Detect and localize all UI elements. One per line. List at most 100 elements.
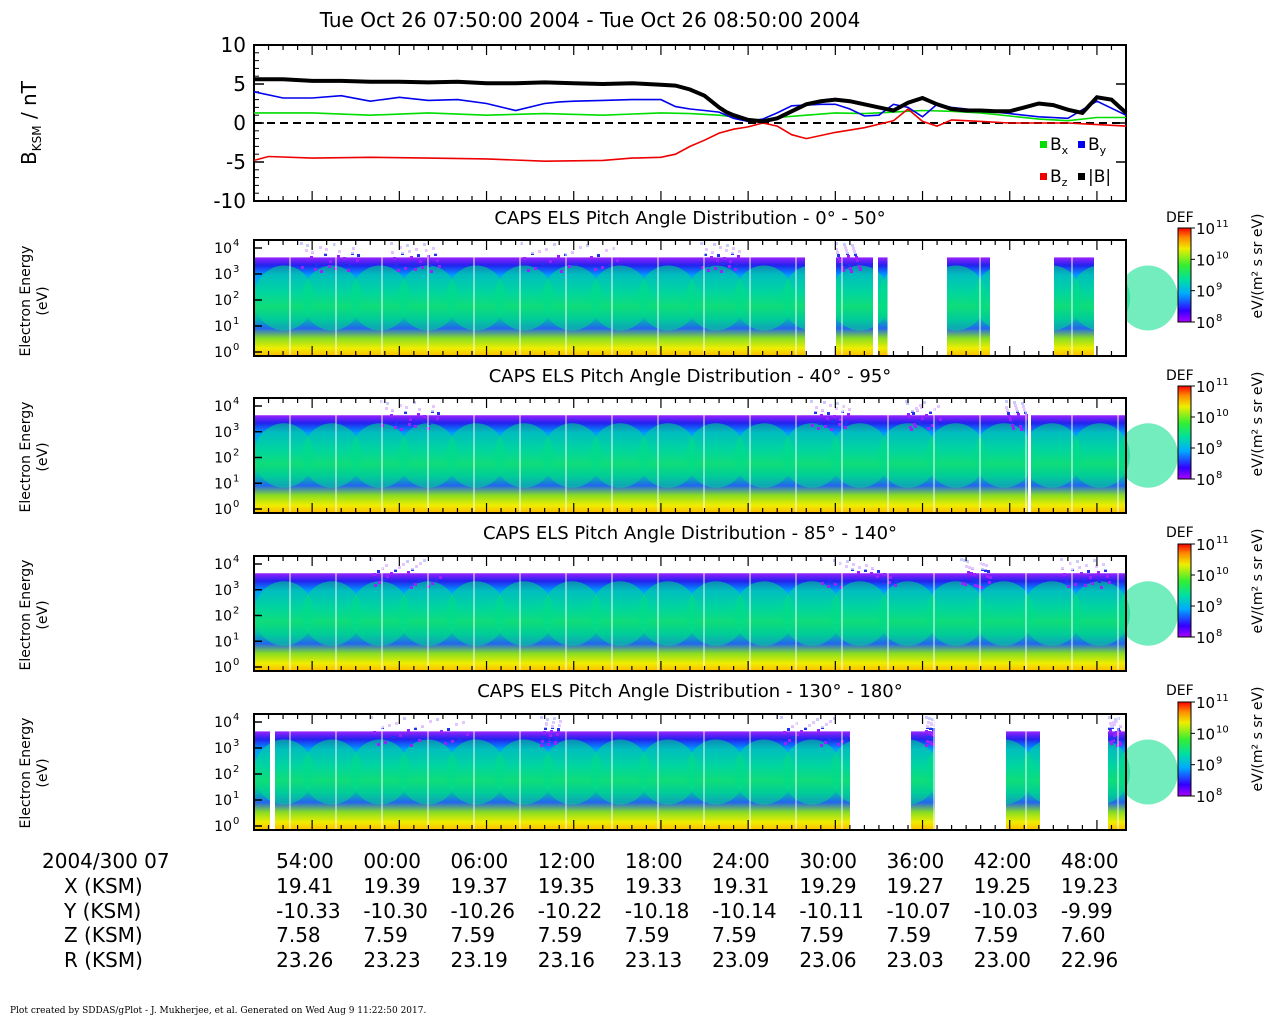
- spectrogram-speckle: [437, 412, 440, 415]
- colorbar-tick-label: 10: [1196, 378, 1215, 396]
- spectrogram-speckle: [918, 422, 921, 425]
- colorbar-tick-exp: 9: [1216, 597, 1222, 608]
- spectrogram-speckle: [847, 255, 850, 258]
- ephemeris-value: 7.59: [537, 923, 583, 947]
- energy-ytick-exp: 2: [233, 606, 239, 617]
- spectrogram-speckle: [925, 414, 928, 417]
- energy-ytick-label: 10: [214, 557, 232, 573]
- spectrogram-speckle: [925, 730, 928, 733]
- spectrogram-speckle: [557, 255, 560, 258]
- spectrogram-blob: [590, 739, 650, 805]
- energy-ytick-label: 10: [214, 476, 232, 492]
- spectrogram-speckle: [909, 426, 912, 429]
- spectrogram-speckle: [707, 269, 710, 272]
- spectrogram-blob: [446, 739, 506, 805]
- spectrogram-speckle: [792, 736, 795, 739]
- spectrogram-speckle: [555, 737, 558, 740]
- spectrogram-speckle: [400, 428, 403, 431]
- spectrogram-speckle: [428, 422, 431, 425]
- spectrogram-speckle: [390, 414, 393, 417]
- spectrogram-blob: [1070, 581, 1130, 646]
- energy-ytick-exp: 3: [233, 580, 239, 591]
- energy-ytick-label: 10: [214, 293, 232, 309]
- data-gap: [888, 240, 947, 356]
- spectrogram-speckle: [418, 739, 421, 742]
- spectrogram-speckle: [704, 253, 707, 256]
- spectrogram-speckle: [301, 266, 304, 269]
- series-bz-line: [253, 107, 1127, 163]
- spectrogram-blob: [542, 423, 602, 488]
- spectrogram-speckle: [541, 740, 544, 743]
- ephemeris-value: 23.09: [712, 948, 770, 972]
- spectrogram-speckle: [787, 728, 790, 731]
- spectrogram-speckle: [451, 740, 454, 743]
- bfield-ytick-label: -5: [226, 150, 246, 174]
- energy-ytick-exp: 2: [233, 448, 239, 459]
- spectrogram-speckle: [1108, 727, 1111, 730]
- spectrogram-speckle: [929, 741, 932, 744]
- spectrogram-speckle: [557, 728, 560, 731]
- spectrogram-speckle: [1008, 415, 1011, 418]
- panel-title-40-95: CAPS ELS Pitch Angle Distribution - 40° …: [488, 366, 892, 387]
- panel-title-130-180: CAPS ELS Pitch Angle Distribution - 130°…: [477, 681, 903, 702]
- spectrogram-speckle: [1065, 579, 1068, 582]
- spectrogram-blob: [782, 739, 842, 805]
- spectrogram-blob: [878, 423, 938, 488]
- spectrogram-speckle: [716, 259, 719, 262]
- colorbar: [1177, 701, 1192, 797]
- time-label: 54:00: [276, 849, 334, 873]
- spectrogram-speckle: [410, 256, 413, 259]
- spectrogram-speckle: [373, 573, 376, 576]
- spectrogram-speckle: [423, 415, 426, 418]
- energy-ytick-label: 10: [214, 741, 232, 757]
- ephemeris-value: 19.27: [886, 874, 944, 898]
- spectrogram-speckle: [544, 727, 547, 730]
- spectrogram-blob: [302, 265, 362, 331]
- spectrogram-speckle: [435, 579, 438, 582]
- spectrogram-speckle: [1097, 571, 1100, 574]
- spectrogram-speckle: [431, 582, 434, 585]
- spectrogram-speckle: [397, 269, 400, 272]
- spectrogram-blob: [734, 423, 794, 488]
- colorbar-tick-label: 10: [1196, 440, 1215, 458]
- spectrogram-speckle: [839, 418, 842, 421]
- data-gap: [1040, 714, 1108, 830]
- energy-ytick-exp: 3: [233, 422, 239, 433]
- colorbar-tick-exp: 9: [1216, 439, 1222, 450]
- spectrogram-speckle: [1118, 730, 1121, 733]
- spectrogram-speckle: [821, 582, 824, 585]
- spectrogram-speckle: [1009, 418, 1012, 421]
- energy-ytick-exp: 0: [233, 499, 239, 510]
- spectrogram-blob: [1118, 265, 1178, 331]
- ephemeris-value: -10.30: [363, 899, 428, 923]
- spectrogram-speckle: [550, 730, 553, 733]
- spectrogram-blob: [302, 423, 362, 488]
- spectrogram-speckle: [458, 738, 461, 741]
- spectrogram-speckle: [560, 270, 563, 273]
- spectrogram-speckle: [1110, 742, 1113, 745]
- spectrogram-speckle: [961, 582, 964, 585]
- colorbar-tick-exp: 11: [1216, 219, 1229, 230]
- spectrogram-speckle: [390, 572, 393, 575]
- spectrogram-speckle: [337, 255, 340, 258]
- spectrogram-speckle: [414, 268, 417, 271]
- spectrogram-speckle: [728, 265, 731, 268]
- energy-ytick-exp: 2: [233, 764, 239, 775]
- spectrogram-speckle: [720, 270, 723, 273]
- legend-swatch-bx: [1040, 141, 1047, 148]
- colorbar-tick-exp: 11: [1216, 377, 1229, 388]
- spectrogram-speckle: [784, 742, 787, 745]
- spectrogram-blob: [254, 581, 314, 646]
- energy-ytick-exp: 0: [233, 816, 239, 827]
- spectrogram-speckle: [850, 270, 853, 273]
- spectrogram-speckle: [857, 262, 860, 265]
- spectrogram-blob: [1118, 739, 1178, 805]
- spectrogram-speckle: [556, 733, 559, 736]
- spectrogram-speckle: [928, 731, 931, 734]
- spectrogram-speckle: [845, 737, 848, 740]
- spectrogram-blob: [734, 581, 794, 646]
- spectrogram-speckle: [384, 741, 387, 744]
- spectrogram-speckle: [929, 727, 932, 730]
